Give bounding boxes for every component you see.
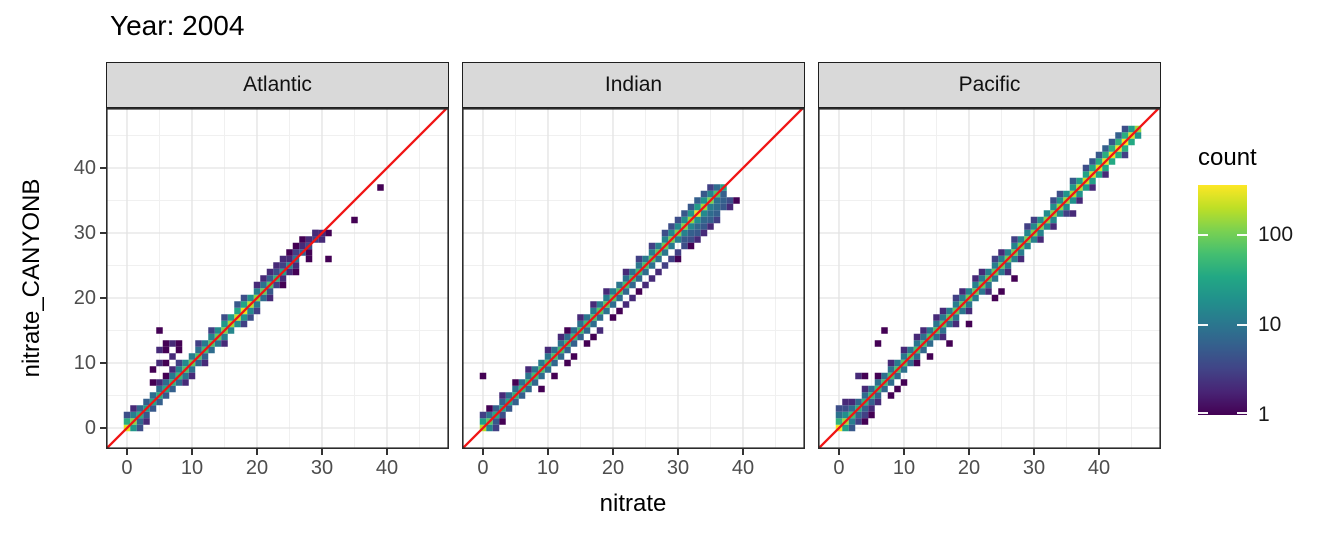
x-tick-mark [1033, 449, 1035, 455]
y-tick-label: 40 [73, 157, 96, 179]
x-tick-label: 20 [957, 457, 981, 479]
x-tick-mark [677, 449, 679, 455]
panel-atlantic [106, 108, 449, 449]
facet-strip-indian: Indian [462, 62, 805, 108]
y-tick-mark [100, 362, 106, 364]
x-tick-label: 0 [477, 457, 489, 479]
y-tick-mark [100, 297, 106, 299]
x-tick-label: 10 [536, 457, 560, 479]
x-tick-label: 40 [731, 457, 755, 479]
y-tick-label: 20 [73, 287, 96, 309]
legend-tick-mark [1198, 234, 1208, 237]
legend-tick-mark [1198, 412, 1208, 414]
legend-tick-mark [1237, 412, 1247, 414]
legend-tick-label: 10 [1258, 313, 1282, 337]
y-tick-label: 30 [73, 222, 96, 244]
x-tick-mark [126, 449, 128, 455]
legend-tick-mark [1198, 324, 1208, 327]
x-tick-label: 0 [121, 457, 133, 479]
legend-colorbar [1198, 185, 1247, 415]
facet-strip-label: Pacific [958, 73, 1021, 96]
legend-title: count [1198, 144, 1257, 171]
legend-tick-label: 100 [1258, 223, 1294, 247]
legend-tick-label: 1 [1258, 403, 1270, 426]
x-tick-mark [742, 449, 744, 455]
legend-tick-mark [1237, 234, 1247, 237]
x-tick-label: 20 [245, 457, 269, 479]
x-tick-mark [386, 449, 388, 455]
x-tick-label: 0 [833, 457, 845, 479]
facet-strip-atlantic: Atlantic [106, 62, 449, 108]
x-tick-mark [968, 449, 970, 455]
x-tick-label: 30 [310, 457, 334, 479]
panel-pacific [818, 108, 1161, 449]
x-tick-label: 40 [375, 457, 399, 479]
y-tick-mark [100, 232, 106, 234]
x-tick-label: 40 [1087, 457, 1111, 479]
x-tick-mark [612, 449, 614, 455]
x-tick-mark [547, 449, 549, 455]
x-tick-mark [903, 449, 905, 455]
x-tick-label: 20 [601, 457, 625, 479]
x-tick-mark [321, 449, 323, 455]
x-tick-mark [482, 449, 484, 455]
x-tick-mark [1098, 449, 1100, 455]
x-tick-label: 10 [180, 457, 204, 479]
x-tick-label: 10 [892, 457, 916, 479]
y-tick-label: 10 [73, 352, 96, 374]
facet-strip-label: Indian [604, 73, 663, 96]
x-tick-mark [838, 449, 840, 455]
x-tick-label: 30 [666, 457, 690, 479]
x-tick-label: 30 [1022, 457, 1046, 479]
x-tick-mark [256, 449, 258, 455]
y-tick-mark [100, 167, 106, 169]
x-axis-title: nitrate [599, 490, 667, 517]
facet-strip-label: Atlantic [243, 73, 312, 96]
y-axis-title: nitrate_CANYONB [18, 178, 45, 378]
facet-strip-pacific: Pacific [818, 62, 1161, 108]
panel-indian [462, 108, 805, 449]
y-tick-mark [100, 427, 106, 429]
y-tick-label: 0 [84, 417, 96, 439]
plot-title: Year: 2004 [110, 10, 245, 41]
x-tick-mark [191, 449, 193, 455]
legend-tick-mark [1237, 324, 1247, 327]
